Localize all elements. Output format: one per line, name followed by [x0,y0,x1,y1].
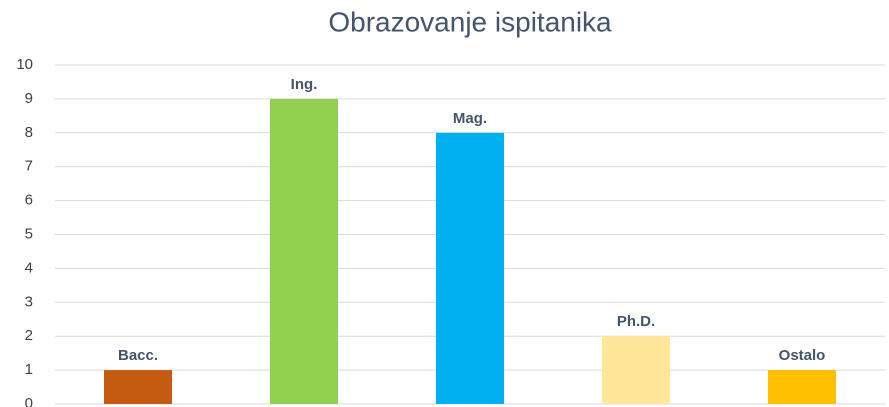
category-label: Ostalo [779,347,826,364]
bar [602,336,670,404]
bar [436,132,504,405]
y-tick-label: 4 [25,259,33,276]
y-tick-label: 2 [25,327,33,344]
chart-title: Obrazovanje ispitanika [328,6,612,37]
y-tick-label: 8 [25,124,33,141]
y-tick-label: 7 [25,158,33,175]
category-label: Bacc. [118,347,158,364]
bar [768,370,836,404]
bar [270,98,338,405]
category-label: Ing. [291,76,318,93]
category-label: Mag. [453,110,487,127]
y-tick-label: 3 [25,293,33,310]
y-tick-label: 1 [25,361,33,378]
y-tick-label: 9 [25,90,33,107]
y-tick-label: 6 [25,192,33,209]
category-label: Ph.D. [617,313,655,330]
y-tick-label: 0 [25,395,33,407]
bar [104,370,172,404]
y-tick-label: 5 [25,225,33,242]
y-tick-label: 10 [16,56,33,73]
